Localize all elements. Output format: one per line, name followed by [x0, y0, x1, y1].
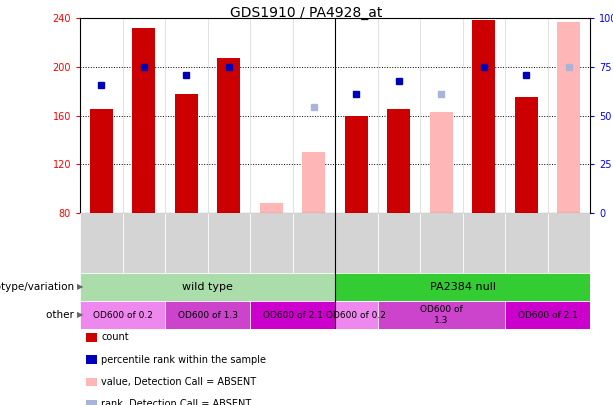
Bar [132, 28, 156, 213]
Bar [335, 301, 378, 329]
Text: GDS1910 / PA4928_at: GDS1910 / PA4928_at [230, 6, 383, 20]
Bar [378, 301, 505, 329]
Bar [335, 273, 590, 301]
Bar [387, 109, 411, 213]
Bar [462, 213, 505, 273]
Bar [557, 21, 581, 213]
Text: rank, Detection Call = ABSENT: rank, Detection Call = ABSENT [102, 399, 252, 405]
Text: OD600 of 0.2: OD600 of 0.2 [326, 311, 386, 320]
Bar [123, 213, 165, 273]
Bar [292, 213, 335, 273]
Text: count: count [102, 333, 129, 342]
Bar [80, 273, 335, 301]
Bar [250, 213, 292, 273]
Bar [547, 213, 590, 273]
Text: PA2384 null: PA2384 null [430, 282, 495, 292]
Bar [335, 213, 378, 273]
Bar [89, 109, 113, 213]
Bar [217, 58, 240, 213]
Bar [472, 20, 495, 213]
Bar [378, 213, 420, 273]
Bar [165, 301, 250, 329]
Text: genotype/variation: genotype/variation [0, 282, 77, 292]
Text: value, Detection Call = ABSENT: value, Detection Call = ABSENT [102, 377, 257, 387]
Bar [302, 152, 326, 213]
Bar [165, 213, 207, 273]
Bar [505, 213, 547, 273]
Bar [80, 213, 123, 273]
Text: OD600 of
1.3: OD600 of 1.3 [420, 305, 463, 325]
Bar [505, 301, 590, 329]
Bar [80, 301, 165, 329]
Bar [420, 213, 462, 273]
Bar [250, 301, 335, 329]
Text: OD600 of 2.1: OD600 of 2.1 [517, 311, 577, 320]
Bar [175, 94, 198, 213]
Text: OD600 of 1.3: OD600 of 1.3 [178, 311, 237, 320]
Bar [514, 97, 538, 213]
Bar [207, 213, 250, 273]
Bar [345, 115, 368, 213]
Text: wild type: wild type [182, 282, 233, 292]
Bar [259, 203, 283, 213]
Text: OD600 of 2.1: OD600 of 2.1 [262, 311, 322, 320]
Text: percentile rank within the sample: percentile rank within the sample [102, 355, 267, 364]
Text: OD600 of 0.2: OD600 of 0.2 [93, 311, 153, 320]
Text: other: other [46, 310, 77, 320]
Text: ▶: ▶ [77, 283, 83, 292]
Text: ▶: ▶ [77, 311, 83, 320]
Bar [430, 112, 453, 213]
